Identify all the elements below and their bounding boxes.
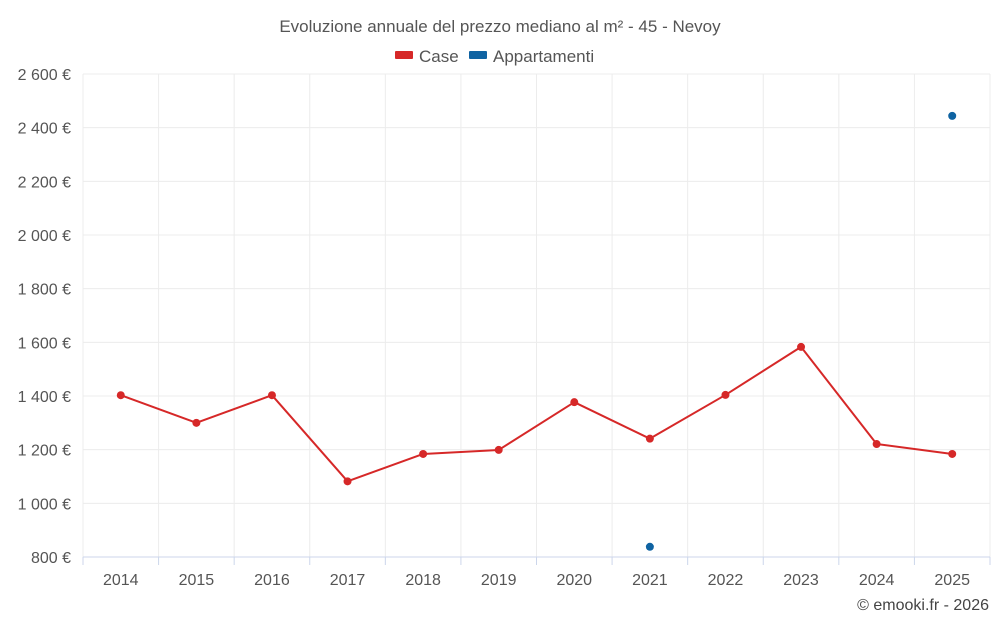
y-tick-label: 1 800 € xyxy=(18,282,71,299)
series-case xyxy=(116,342,957,486)
x-tick-label: 2024 xyxy=(859,572,895,589)
x-tick-label: 2021 xyxy=(632,572,668,589)
y-axis: 800 € 1 000 € 1 200 € 1 400 € 1 600 € 1 800 €… xyxy=(18,67,71,567)
y-tick-label: 1 600 € xyxy=(18,335,71,352)
x-tick-label: 2025 xyxy=(934,572,970,589)
legend-item-case[interactable]: Case xyxy=(395,47,459,66)
y-tick-label: 1 000 € xyxy=(18,496,71,513)
x-tick-label: 2015 xyxy=(179,572,215,589)
y-tick-label: 2 200 € xyxy=(18,174,71,191)
data-point-case[interactable] xyxy=(343,477,352,486)
data-point-case[interactable] xyxy=(116,391,125,400)
y-tick-label: 2 400 € xyxy=(18,121,71,138)
x-tick-label: 2022 xyxy=(708,572,744,589)
data-point-appartamenti[interactable] xyxy=(948,111,957,120)
legend-swatch-case xyxy=(395,51,413,59)
chart-title: Evoluzione annuale del prezzo mediano al… xyxy=(279,17,721,36)
x-tick-label: 2016 xyxy=(254,572,290,589)
data-point-case[interactable] xyxy=(570,398,579,407)
y-tick-label: 800 € xyxy=(31,550,71,567)
x-tick-label: 2020 xyxy=(556,572,592,589)
legend-item-appartamenti[interactable]: Appartamenti xyxy=(469,47,594,66)
data-point-case[interactable] xyxy=(797,342,806,351)
y-tick-label: 1 400 € xyxy=(18,389,71,406)
x-tick-label: 2019 xyxy=(481,572,517,589)
x-tick-label: 2014 xyxy=(103,572,139,589)
x-tick-label: 2023 xyxy=(783,572,819,589)
x-axis: 2014 2015 2016 2017 2018 2019 2020 2021 2022 2023… xyxy=(82,556,991,589)
x-tick-label: 2017 xyxy=(330,572,366,589)
data-point-appartamenti[interactable] xyxy=(645,542,654,551)
data-point-case[interactable] xyxy=(494,445,503,454)
data-point-case[interactable] xyxy=(721,390,730,399)
x-tick-label: 2018 xyxy=(405,572,441,589)
chart-legend: Case Appartamenti xyxy=(395,47,594,66)
data-point-case[interactable] xyxy=(267,391,276,400)
credit-text: © emooki.fr - 2026 xyxy=(857,597,989,614)
grid-lines xyxy=(82,73,991,557)
y-tick-label: 2 000 € xyxy=(18,228,71,245)
legend-label-case: Case xyxy=(419,47,459,66)
series-layer xyxy=(116,111,957,551)
series-line-case xyxy=(120,345,953,483)
data-point-case[interactable] xyxy=(645,434,654,443)
y-tick-label: 2 600 € xyxy=(18,67,71,84)
legend-swatch-appartamenti xyxy=(469,51,487,59)
data-point-case[interactable] xyxy=(872,440,881,449)
data-point-case[interactable] xyxy=(419,449,428,458)
y-tick-label: 1 200 € xyxy=(18,443,71,460)
data-point-case[interactable] xyxy=(192,418,201,427)
data-point-case[interactable] xyxy=(948,449,957,458)
legend-label-appartamenti: Appartamenti xyxy=(493,47,594,66)
series-appartamenti xyxy=(645,111,957,551)
